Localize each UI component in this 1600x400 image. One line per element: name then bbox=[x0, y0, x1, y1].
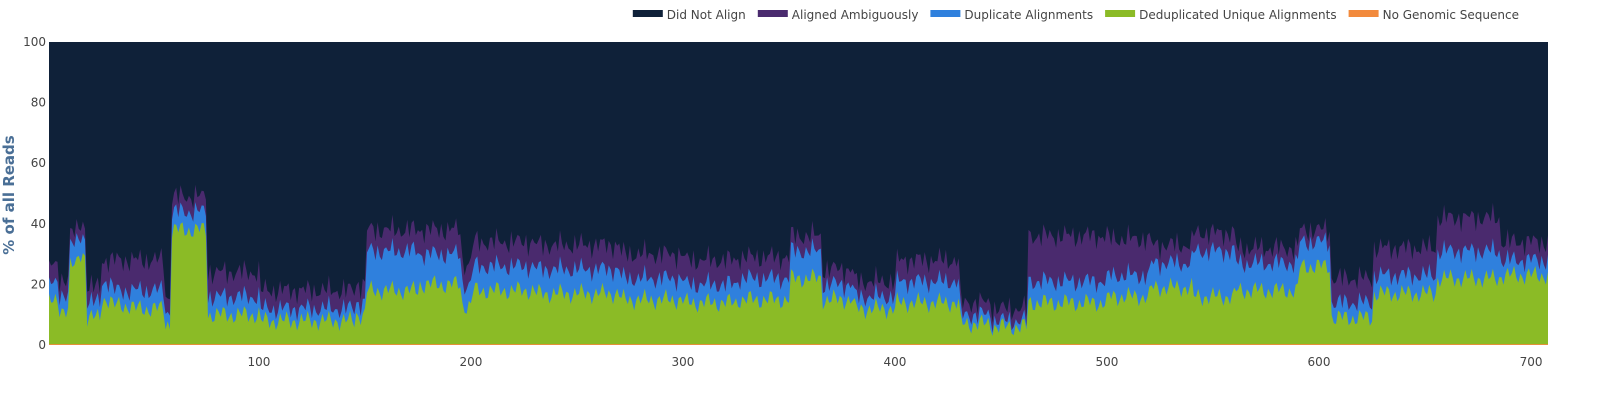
x-tick-label: 500 bbox=[1096, 355, 1119, 369]
x-tick-label: 200 bbox=[459, 355, 482, 369]
legend-swatch bbox=[1105, 10, 1136, 17]
legend-swatch bbox=[632, 10, 663, 17]
legend-swatch bbox=[757, 10, 788, 17]
legend-label: Deduplicated Unique Alignments bbox=[1139, 8, 1336, 22]
legend-label: Duplicate Alignments bbox=[964, 8, 1093, 22]
y-tick-label: 80 bbox=[31, 96, 46, 110]
legend-label: Aligned Ambiguously bbox=[792, 8, 919, 22]
legend-label: Did Not Align bbox=[667, 8, 746, 22]
legend-item[interactable]: Deduplicated Unique Alignments bbox=[1105, 8, 1337, 22]
legend-swatch bbox=[1348, 10, 1379, 17]
axes: 0 20 40 60 80 100 100 200 300 400 500 600 700 bbox=[23, 35, 1542, 369]
x-tick-label: 400 bbox=[884, 355, 907, 369]
legend-item[interactable]: Aligned Ambiguously bbox=[757, 8, 919, 22]
y-tick-label: 60 bbox=[31, 156, 46, 170]
y-tick-label: 0 bbox=[38, 338, 46, 352]
x-tick-label: 300 bbox=[671, 355, 694, 369]
y-tick-label: 20 bbox=[31, 277, 46, 291]
legend-item[interactable]: No Genomic Sequence bbox=[1348, 8, 1519, 22]
x-tick-label: 600 bbox=[1308, 355, 1331, 369]
y-axis-label: % of all Reads bbox=[0, 135, 18, 255]
legend-item[interactable]: Did Not Align bbox=[632, 8, 746, 22]
legend-label: No Genomic Sequence bbox=[1383, 8, 1519, 22]
legend-swatch bbox=[930, 10, 961, 17]
legend: Did Not Align Aligned Ambiguously Duplicat… bbox=[632, 8, 1519, 22]
y-tick-label: 100 bbox=[23, 35, 46, 49]
x-tick-label: 100 bbox=[247, 355, 270, 369]
series-deduplicated-unique-alignments bbox=[49, 222, 1548, 345]
y-tick-label: 40 bbox=[31, 217, 46, 231]
plot-area bbox=[49, 42, 1548, 345]
x-tick-label: 700 bbox=[1520, 355, 1543, 369]
series-no-genomic-sequence bbox=[49, 344, 1548, 345]
legend-item[interactable]: Duplicate Alignments bbox=[930, 8, 1093, 22]
